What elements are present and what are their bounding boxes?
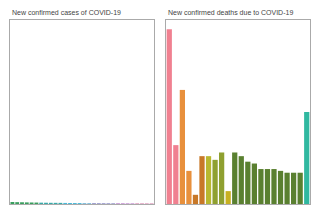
svg-text:New confirmed deaths due to CO: New confirmed deaths due to COVID-19 — [168, 9, 293, 16]
svg-text:New confirmed cases of COVID-1: New confirmed cases of COVID-19 — [12, 9, 121, 16]
